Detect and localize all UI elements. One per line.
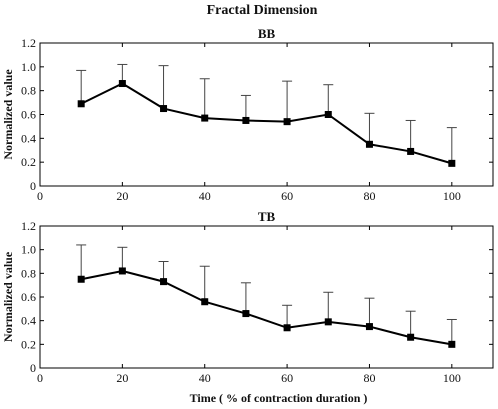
data-point [365,323,373,331]
y-tick-label: 0 [30,361,36,375]
x-tick-label: 0 [37,189,43,203]
y-tick-label: 0.4 [21,314,36,328]
x-tick-label: 80 [363,371,375,385]
data-point [77,275,85,283]
data-point [448,340,456,348]
x-tick-label: 20 [116,189,128,203]
data-point [365,140,373,148]
y-tick-label: 0.2 [21,337,36,351]
data-point [201,114,209,122]
x-tick-label: 100 [443,371,461,385]
chart-title: BB [258,26,276,41]
x-tick-label: 60 [281,371,293,385]
figure-title: Fractal Dimension [207,3,318,18]
y-tick-label: 0.4 [21,131,36,145]
y-axis-label: Normalized value [1,69,15,160]
data-point [448,159,456,167]
y-tick-label: 1.2 [21,219,36,233]
x-tick-label: 0 [37,371,43,385]
data-point [324,111,332,118]
data-point [201,298,209,306]
series-line [80,269,452,346]
x-axis-label: Time ( % of contraction duration ) [190,391,368,405]
y-tick-label: 0.8 [21,84,36,98]
x-tick-label: 40 [199,189,211,203]
data-point [283,324,291,332]
y-tick-label: 0.2 [21,155,36,169]
chart-title: TB [258,209,276,224]
data-point [160,278,168,286]
data-point [118,267,126,275]
data-point [118,80,126,88]
x-tick-label: 100 [443,189,461,203]
y-tick-label: 1.2 [21,36,36,50]
data-point [324,318,332,326]
plot-frame [39,225,494,369]
x-tick-label: 80 [363,189,375,203]
y-tick-label: 0.8 [21,266,36,280]
y-tick-label: 0.6 [21,108,36,122]
chart-panel-bb: BB 0 20 40 60 80 100 0 0.2 0.4 0.6 0.8 1.0 1.2 Normali… [1,26,494,203]
data-point [407,147,415,155]
x-tick-label: 20 [116,371,128,385]
data-point [160,105,168,113]
series-line [80,82,453,165]
plot-frame [39,42,494,187]
y-tick-label: 1.0 [21,243,36,257]
y-tick-label: 0 [30,179,36,193]
x-tick-label: 40 [199,371,211,385]
data-point [242,116,250,124]
data-point [283,118,291,126]
chart-panel-tb: TB 0 20 40 60 80 100 0 0.2 0.4 0.6 0.8 1.0 1.2 Normali… [1,209,494,405]
data-point [407,333,415,341]
y-axis-label: Normalized value [1,251,15,342]
x-tick-label: 60 [281,189,293,203]
data-point [77,100,85,108]
y-tick-label: 1.0 [21,60,36,74]
y-tick-label: 0.6 [21,290,36,304]
data-point [242,310,250,318]
